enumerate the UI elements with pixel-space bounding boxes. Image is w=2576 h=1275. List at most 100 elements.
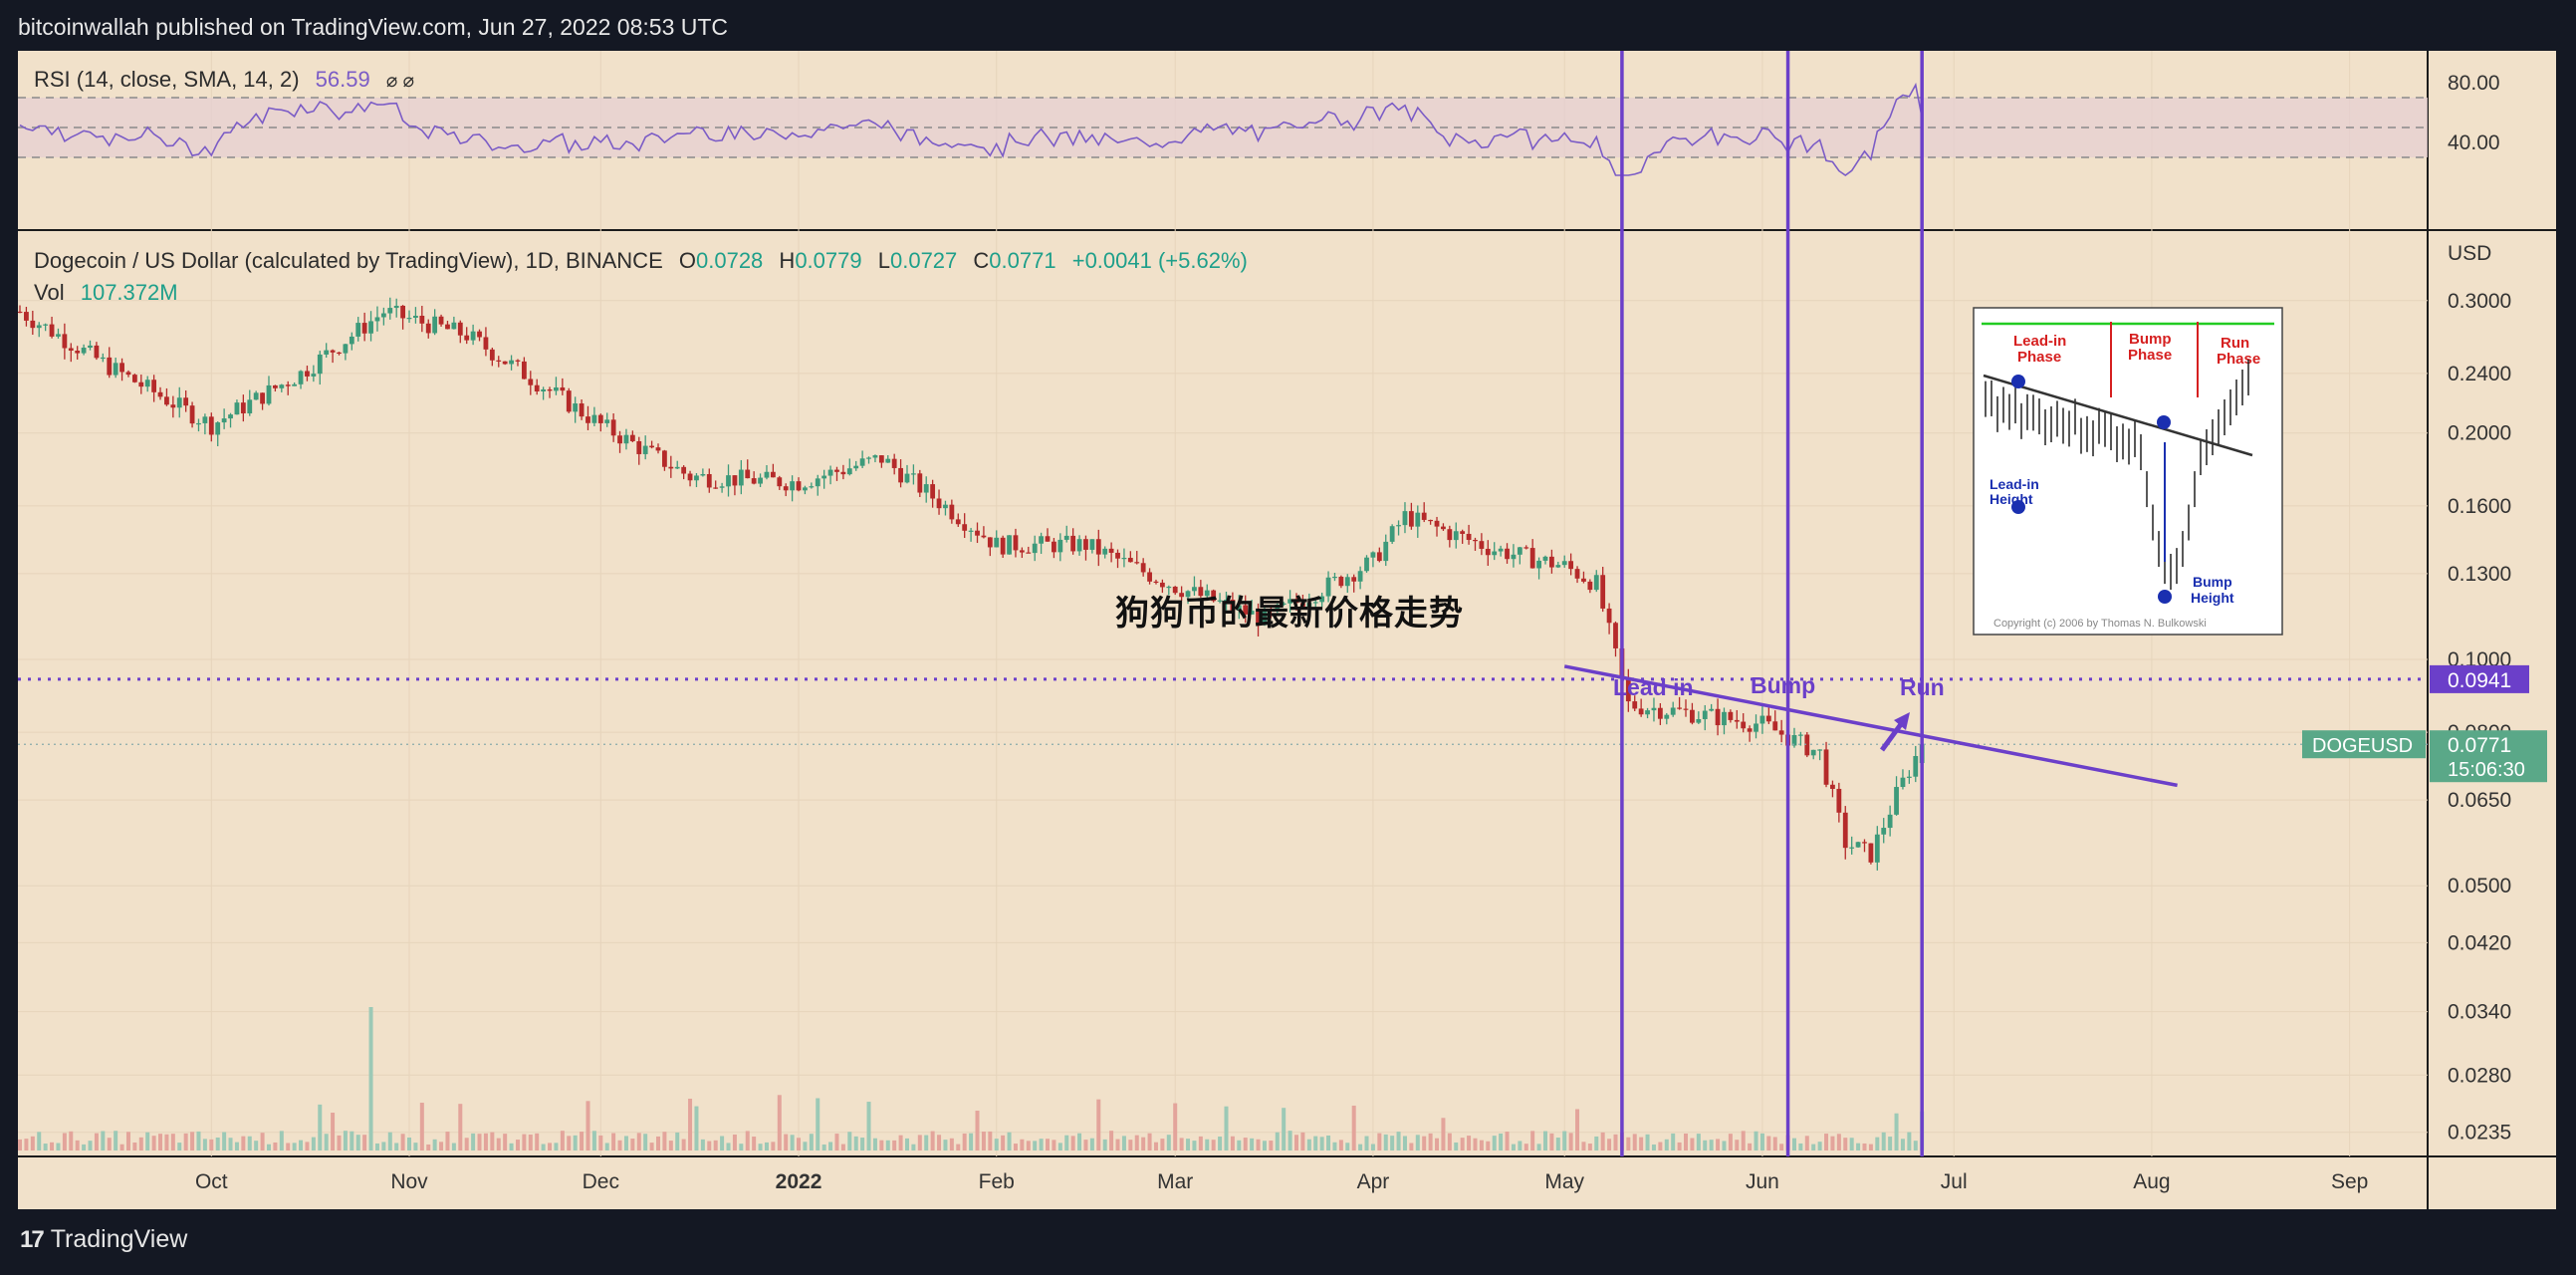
candle-body xyxy=(1108,548,1114,553)
candle-body xyxy=(1759,715,1765,724)
inset-label: Run xyxy=(2221,335,2249,352)
candle-body xyxy=(662,450,667,467)
price-badge-countdown: 15:06:30 xyxy=(2448,759,2525,781)
volume-bar xyxy=(1728,1134,1733,1150)
candle-body xyxy=(1505,548,1510,560)
volume-bar xyxy=(1900,1139,1905,1150)
inset-dot xyxy=(2158,590,2172,604)
candle-body xyxy=(1000,537,1006,555)
volume-bar xyxy=(821,1144,826,1150)
candle-body xyxy=(1441,526,1446,530)
candle-body xyxy=(541,388,547,391)
chart-frame[interactable]: Oct Nov Dec 2022 Feb Mar Apr May Jun Jul Aug Sep USD… xyxy=(18,51,2556,1209)
candle-body xyxy=(234,402,240,415)
volume-bar xyxy=(1230,1136,1235,1150)
candle-body xyxy=(496,360,502,362)
volume-bar xyxy=(1542,1131,1547,1150)
volume-bar xyxy=(1671,1133,1676,1150)
chart-svg[interactable]: Oct Nov Dec 2022 Feb Mar Apr May Jun Jul Aug Sep USD… xyxy=(18,51,2556,1209)
price-axis-tick: 0.0235 xyxy=(2448,1122,2511,1145)
price-badge-value: 0.0771 xyxy=(2448,734,2511,757)
candle-body xyxy=(355,323,361,337)
candle-body xyxy=(859,458,865,466)
candle-body xyxy=(1881,828,1887,835)
volume-bar xyxy=(1319,1137,1324,1150)
volume-bar xyxy=(196,1131,201,1150)
volume-bars xyxy=(18,1007,1925,1150)
candle-body xyxy=(151,380,157,392)
volume-bar xyxy=(1275,1132,1280,1150)
volume-bar xyxy=(885,1140,890,1150)
pair-title: Dogecoin / US Dollar (calculated by Trad… xyxy=(34,248,663,273)
volume-bar xyxy=(471,1133,476,1150)
volume-bar xyxy=(892,1140,897,1150)
volume-bar xyxy=(828,1142,833,1150)
volume-bar xyxy=(355,1135,360,1150)
level-badge-value: 0.0941 xyxy=(2448,669,2511,692)
volume-bar xyxy=(1332,1142,1337,1150)
volume-bar xyxy=(1211,1140,1216,1150)
candle-body xyxy=(113,363,118,376)
inset-label: Phase xyxy=(2217,351,2260,368)
rsi-legend-value: 56.59 xyxy=(315,67,370,92)
candle-body xyxy=(1319,596,1325,603)
candle-body xyxy=(1351,577,1357,582)
candle-body xyxy=(125,372,131,376)
tradingview-brand: TradingView xyxy=(50,1225,188,1253)
volume-bar xyxy=(234,1142,239,1150)
volume-bar xyxy=(1128,1140,1133,1150)
candle-body xyxy=(585,416,590,423)
candle-body xyxy=(687,473,693,481)
volume-bar xyxy=(1454,1142,1459,1150)
volume-bar xyxy=(30,1136,35,1150)
candle-body xyxy=(573,403,579,412)
volume-bar xyxy=(1153,1142,1158,1150)
time-axis-label: 2022 xyxy=(776,1170,822,1193)
volume-bar xyxy=(145,1132,150,1150)
tradingview-logo[interactable]: 17 TradingView xyxy=(20,1225,187,1254)
volume-bar xyxy=(107,1138,112,1150)
candle-body xyxy=(515,360,521,362)
price-axis-tick: 0.1600 xyxy=(2448,495,2511,518)
candle-body xyxy=(853,465,859,469)
volume-bar xyxy=(803,1142,808,1150)
rsi-visibility-icons[interactable]: ⌀ ⌀ xyxy=(385,71,415,92)
volume-bar xyxy=(924,1135,929,1150)
candle-body xyxy=(1376,552,1382,562)
volume-bar xyxy=(630,1139,635,1150)
price-axis-tick: 0.0420 xyxy=(2448,931,2511,954)
candle-body xyxy=(1236,605,1242,611)
volume-bar xyxy=(604,1143,609,1150)
candle-body xyxy=(981,535,987,538)
volume-bar xyxy=(917,1135,922,1150)
candle-body xyxy=(751,478,757,484)
volume-bar xyxy=(975,1111,980,1150)
inset-label: Phase xyxy=(2128,347,2172,364)
candle-body xyxy=(713,487,719,489)
volume-bar xyxy=(1830,1136,1835,1150)
volume-bar xyxy=(1134,1135,1139,1150)
candle-body xyxy=(591,414,597,423)
candle-body xyxy=(1466,533,1472,540)
candle-body xyxy=(1651,707,1657,711)
candle-body xyxy=(1523,547,1529,549)
candle-body xyxy=(317,354,323,375)
ohlc-open: O0.0728 xyxy=(678,248,764,273)
candle-body xyxy=(1415,512,1421,527)
tradingview-mark-icon: 17 xyxy=(20,1225,45,1253)
price-axis-tick: 0.3000 xyxy=(2448,290,2511,313)
volume-bar xyxy=(554,1143,559,1150)
candle-body xyxy=(943,504,948,509)
candle-body xyxy=(1862,842,1867,844)
volume-bar xyxy=(1039,1139,1044,1150)
candle-body xyxy=(62,334,68,349)
label-lead-in: Lead in xyxy=(1613,674,1694,700)
volume-bar xyxy=(1383,1134,1388,1150)
candle-body xyxy=(1913,756,1919,777)
volume-bar xyxy=(183,1133,188,1150)
candle-body xyxy=(292,383,298,386)
candle-body xyxy=(1460,531,1466,534)
symbol-badge-text: DOGEUSD xyxy=(2312,735,2413,757)
candle-body xyxy=(649,445,654,448)
volume-bar xyxy=(374,1143,379,1150)
